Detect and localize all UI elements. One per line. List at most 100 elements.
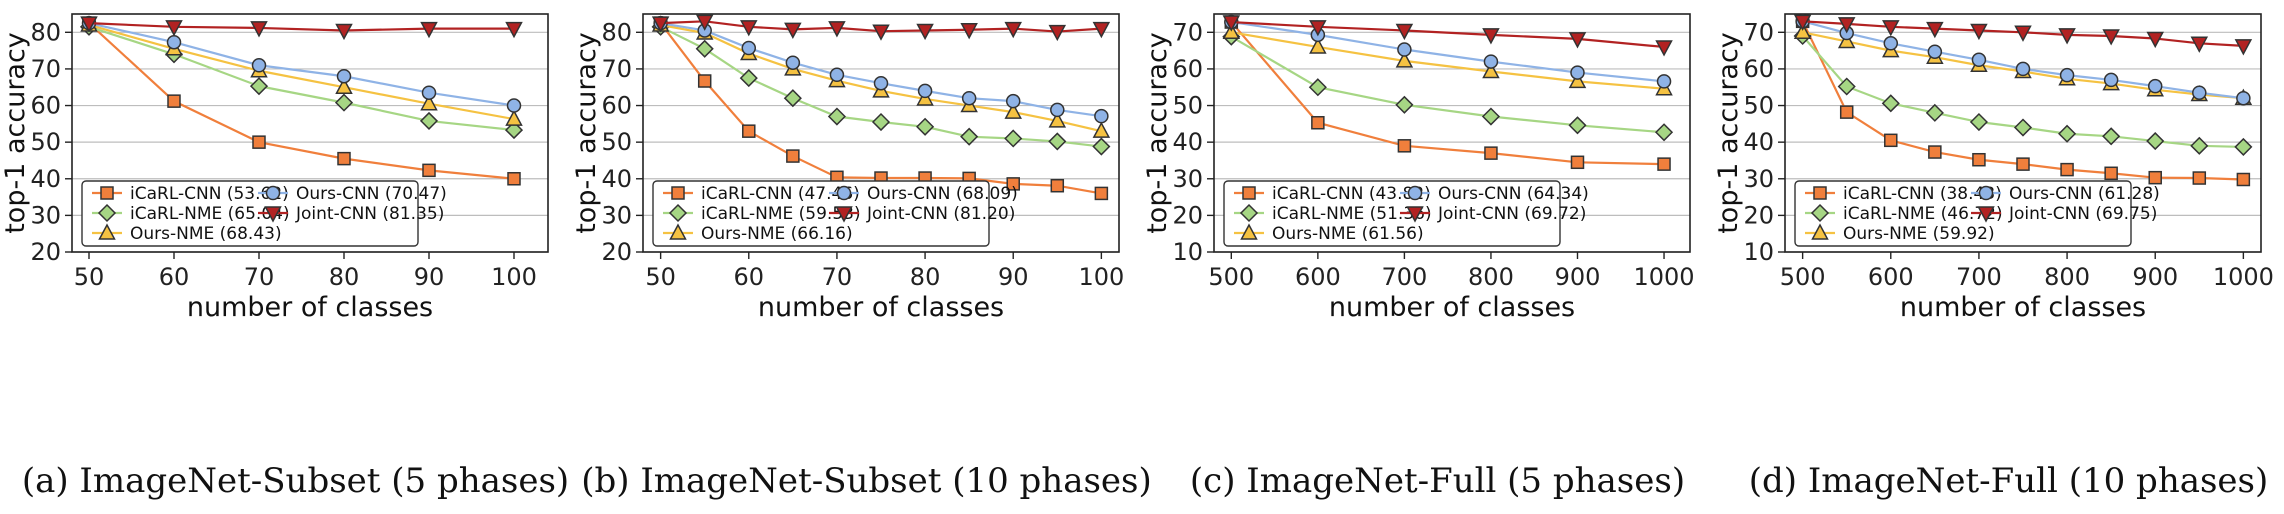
data-point xyxy=(336,68,352,84)
data-point xyxy=(2102,127,2121,146)
y-tick-label: 60 xyxy=(1743,55,1774,83)
data-point xyxy=(1837,17,1856,34)
x-tick-label: 60 xyxy=(159,263,190,291)
legend-marker xyxy=(671,186,685,200)
data-point xyxy=(1309,20,1327,37)
legend-marker xyxy=(668,203,688,223)
y-tick-label: 20 xyxy=(601,238,632,266)
data-point xyxy=(695,39,714,58)
y-tick-label: 10 xyxy=(1172,238,1203,266)
legend-marker xyxy=(100,186,114,200)
x-tick-label: 50 xyxy=(645,263,676,291)
y-tick-label: 60 xyxy=(1172,55,1203,83)
chart-panel-3: 10 20 30 40 50 60 70 500 600 700 800 900 1000 number … xyxy=(1142,13,1695,501)
series-line xyxy=(88,22,515,180)
data-point xyxy=(1972,152,1986,167)
legend-marker xyxy=(1240,223,1258,240)
series-line xyxy=(1231,20,1665,83)
panel-caption: (d) ImageNet-Full (10 phases) xyxy=(1749,461,2269,501)
legend-marker xyxy=(1811,223,1829,240)
data-point xyxy=(1004,21,1022,39)
data-point xyxy=(1311,115,1325,130)
data-point xyxy=(1568,116,1587,135)
panel-caption: (a) ImageNet-Subset (5 phases) xyxy=(22,461,569,501)
series-icarl-cnn xyxy=(1224,15,1671,171)
axes-frame xyxy=(71,13,549,253)
data-point xyxy=(1005,93,1021,109)
data-point xyxy=(916,23,934,41)
legend-label: Ours-NME (61.56) xyxy=(1272,224,1424,244)
panel-caption: (c) ImageNet-Full (5 phases) xyxy=(1190,461,1685,501)
x-axis-title: number of classes xyxy=(758,292,1004,323)
legend-label: Ours-NME (59.92) xyxy=(1843,224,1995,244)
data-point xyxy=(2015,61,2031,77)
data-point xyxy=(1925,103,1944,122)
data-point xyxy=(1884,133,1898,148)
x-tick-label: 900 xyxy=(1555,263,1601,291)
data-point xyxy=(916,117,935,136)
y-tick-label: 10 xyxy=(1743,238,1774,266)
legend-label: Ours-CNN (70.47) xyxy=(296,184,447,204)
legend-label: iCaRL-NME (46.72) xyxy=(1843,204,2003,224)
series-icarl-nme xyxy=(1793,26,2253,156)
legend: iCaRL-CNN (38.43) Ours-CNN (61.28) iCaRL-N… xyxy=(1794,180,2160,247)
data-point xyxy=(1395,23,1414,41)
series-line xyxy=(659,22,1102,195)
legend: iCaRL-CNN (43.82) Ours-CNN (64.34) iCaRL-N… xyxy=(1223,180,1589,247)
series-line xyxy=(88,22,515,107)
data-point xyxy=(335,23,353,41)
data-point xyxy=(1048,111,1067,128)
data-point xyxy=(1927,44,1943,59)
x-tick-label: 70 xyxy=(244,263,275,291)
x-axis-title: number of classes xyxy=(1900,292,2146,323)
data-point xyxy=(2060,162,2074,177)
data-point xyxy=(2236,90,2251,106)
data-point xyxy=(506,98,522,113)
x-tick-label: 50 xyxy=(74,263,105,291)
x-tick-label: 70 xyxy=(822,263,853,291)
data-point xyxy=(2192,85,2207,100)
data-point xyxy=(507,172,521,186)
chart-panel-1: 20 30 40 50 60 70 80 50 60 70 80 90 100 number of cla… xyxy=(0,13,569,501)
legend-label: iCaRL-CNN (53.62) xyxy=(130,184,289,204)
data-point xyxy=(1048,132,1067,151)
y-tick-label: 40 xyxy=(601,165,632,193)
series-line xyxy=(88,23,515,121)
data-point xyxy=(1397,42,1412,57)
y-tick-label: 20 xyxy=(1743,201,1774,229)
legend-box xyxy=(1794,180,2132,247)
data-point xyxy=(1395,51,1414,68)
data-point xyxy=(1092,137,1111,156)
x-tick-label: 90 xyxy=(998,263,1029,291)
y-tick-label: 30 xyxy=(1743,165,1774,193)
x-tick-label: 60 xyxy=(734,263,765,291)
data-point xyxy=(337,151,351,166)
data-point xyxy=(1482,28,1500,45)
x-axis-title: number of classes xyxy=(1329,292,1575,323)
data-point xyxy=(2234,137,2253,156)
data-point xyxy=(334,93,354,112)
legend-label: Ours-CNN (61.28) xyxy=(2009,184,2160,204)
legend-label: iCaRL-CNN (47.46) xyxy=(701,184,860,204)
data-point xyxy=(1969,112,1988,132)
data-point xyxy=(1568,32,1587,49)
data-point xyxy=(1793,14,1812,31)
data-point xyxy=(2016,157,2030,171)
data-point xyxy=(165,20,183,37)
legend-label: iCaRL-NME (65.04) xyxy=(130,204,290,224)
data-point xyxy=(742,124,756,138)
data-point xyxy=(252,135,266,149)
y-axis-title: top-1 accuracy xyxy=(571,32,602,234)
y-axis-title: top-1 accuracy xyxy=(1713,32,1744,234)
y-tick-label: 50 xyxy=(601,128,632,156)
y-tick-label: 70 xyxy=(601,55,632,83)
data-point xyxy=(80,16,98,33)
data-point xyxy=(421,85,437,100)
legend-marker xyxy=(264,206,282,223)
y-tick-label: 70 xyxy=(30,55,61,83)
legend-label: Joint-CNN (81.20) xyxy=(866,204,1015,224)
data-point xyxy=(335,77,353,94)
data-point xyxy=(2190,136,2209,155)
legend-label: Ours-CNN (64.34) xyxy=(1438,184,1589,204)
legend-box xyxy=(652,180,990,247)
